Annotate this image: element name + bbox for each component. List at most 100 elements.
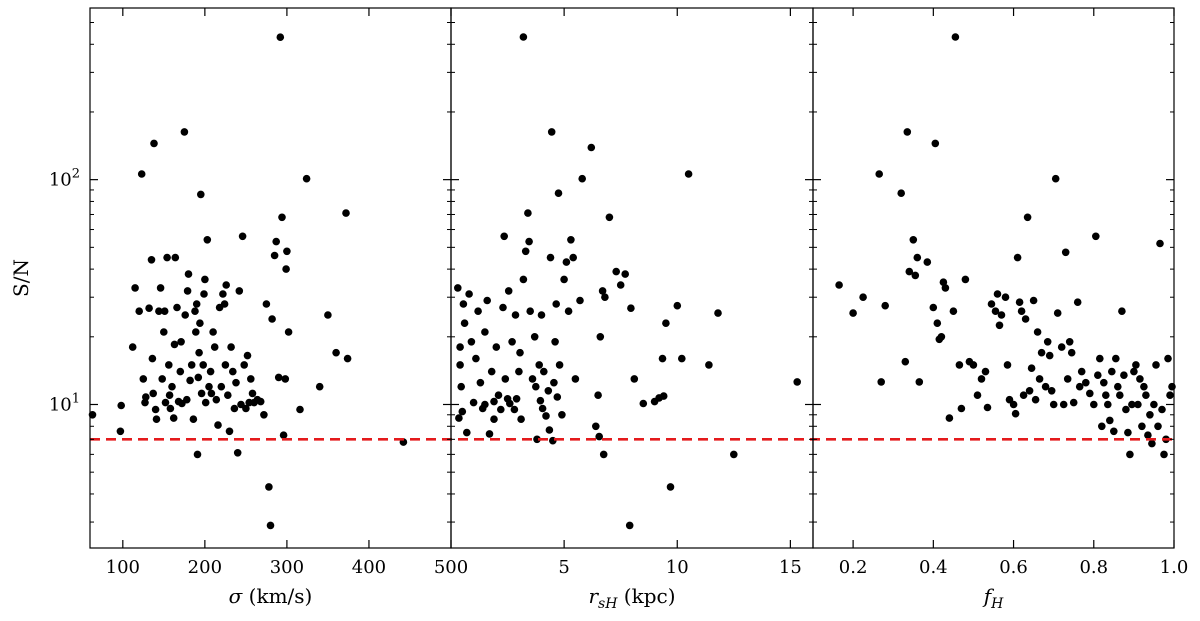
data-point [1041, 382, 1050, 391]
data-point [490, 397, 498, 406]
data-point [587, 143, 596, 152]
data-point [859, 293, 867, 302]
data-point [537, 311, 546, 319]
data-point [1049, 400, 1058, 409]
data-point [901, 357, 910, 366]
data-point [191, 307, 199, 316]
data-point [1126, 450, 1134, 459]
data-point [1027, 364, 1036, 373]
data-point [528, 375, 537, 383]
data-point [152, 415, 161, 424]
data-point [616, 281, 625, 289]
data-point [476, 378, 485, 387]
data-point [849, 309, 857, 317]
data-point [148, 354, 157, 363]
data-point [227, 343, 235, 351]
data-point [262, 300, 271, 308]
x-axis-label-rsH: rsH (kpc) [588, 584, 675, 612]
data-point [957, 404, 966, 413]
data-point [230, 404, 239, 413]
data-point [546, 253, 555, 262]
data-point [235, 287, 244, 295]
data-point [504, 287, 513, 295]
data-point [163, 253, 171, 262]
data-point [487, 367, 496, 376]
data-point [1047, 387, 1056, 395]
data-point [913, 253, 922, 262]
data-point [467, 338, 476, 346]
data-point [540, 367, 548, 376]
x-tick-label: 0.6 [999, 557, 1028, 578]
data-point [1156, 239, 1164, 248]
data-point [987, 300, 996, 308]
data-point [1057, 343, 1066, 351]
data-point [229, 367, 237, 376]
x-tick-label: 1.0 [1160, 557, 1189, 578]
data-point [1112, 354, 1120, 363]
data-point [242, 404, 250, 413]
data-point [1144, 431, 1152, 440]
data-point [332, 348, 340, 357]
panel-sigma [90, 8, 451, 548]
data-point [1029, 296, 1038, 305]
data-point [145, 304, 153, 313]
data-point [199, 361, 207, 369]
data-point [183, 395, 191, 404]
data-point [483, 296, 492, 305]
data-point [196, 319, 204, 328]
data-point [1031, 395, 1040, 404]
data-point [141, 398, 149, 407]
data-point [219, 290, 227, 298]
data-point [173, 303, 181, 312]
data-point [499, 303, 507, 312]
data-point [526, 307, 534, 316]
data-point [1154, 422, 1162, 431]
data-point [1021, 315, 1030, 323]
data-point [183, 287, 192, 295]
data-point [508, 338, 516, 346]
data-point [576, 296, 584, 305]
data-point [519, 33, 528, 41]
data-point [937, 333, 946, 341]
data-point [116, 427, 125, 436]
data-point [1164, 354, 1172, 363]
data-point [1120, 371, 1128, 380]
data-point [530, 333, 539, 341]
data-point [197, 389, 206, 398]
data-point [945, 414, 954, 422]
data-point [256, 397, 265, 406]
y-axis-label: S/N [9, 259, 33, 297]
data-point [1035, 375, 1044, 383]
data-point [1148, 439, 1156, 448]
data-point [1065, 338, 1074, 346]
data-point [150, 139, 158, 148]
data-point [149, 389, 157, 398]
data-point [1059, 400, 1068, 409]
data-point [283, 247, 291, 256]
data-point [458, 407, 467, 416]
data-point [220, 300, 229, 308]
data-point [276, 33, 285, 41]
data-point [612, 267, 620, 276]
data-point [521, 247, 530, 256]
data-point [212, 395, 221, 404]
data-point [281, 375, 290, 383]
x-axis-label-fH: fH [982, 584, 1004, 612]
data-point [544, 387, 553, 395]
data-point [195, 348, 203, 357]
data-point [156, 284, 165, 292]
data-point [343, 354, 352, 363]
data-point [268, 315, 276, 323]
data-point [248, 389, 257, 398]
data-point [243, 351, 252, 360]
data-point [1132, 361, 1140, 369]
panel-fH [813, 8, 1174, 548]
data-point [203, 236, 212, 244]
data-point [131, 284, 139, 292]
data-point [961, 275, 970, 284]
data-point [1142, 391, 1150, 400]
data-point [201, 398, 210, 407]
data-point [578, 174, 586, 183]
data-point [1160, 450, 1168, 459]
data-point [1098, 422, 1106, 431]
